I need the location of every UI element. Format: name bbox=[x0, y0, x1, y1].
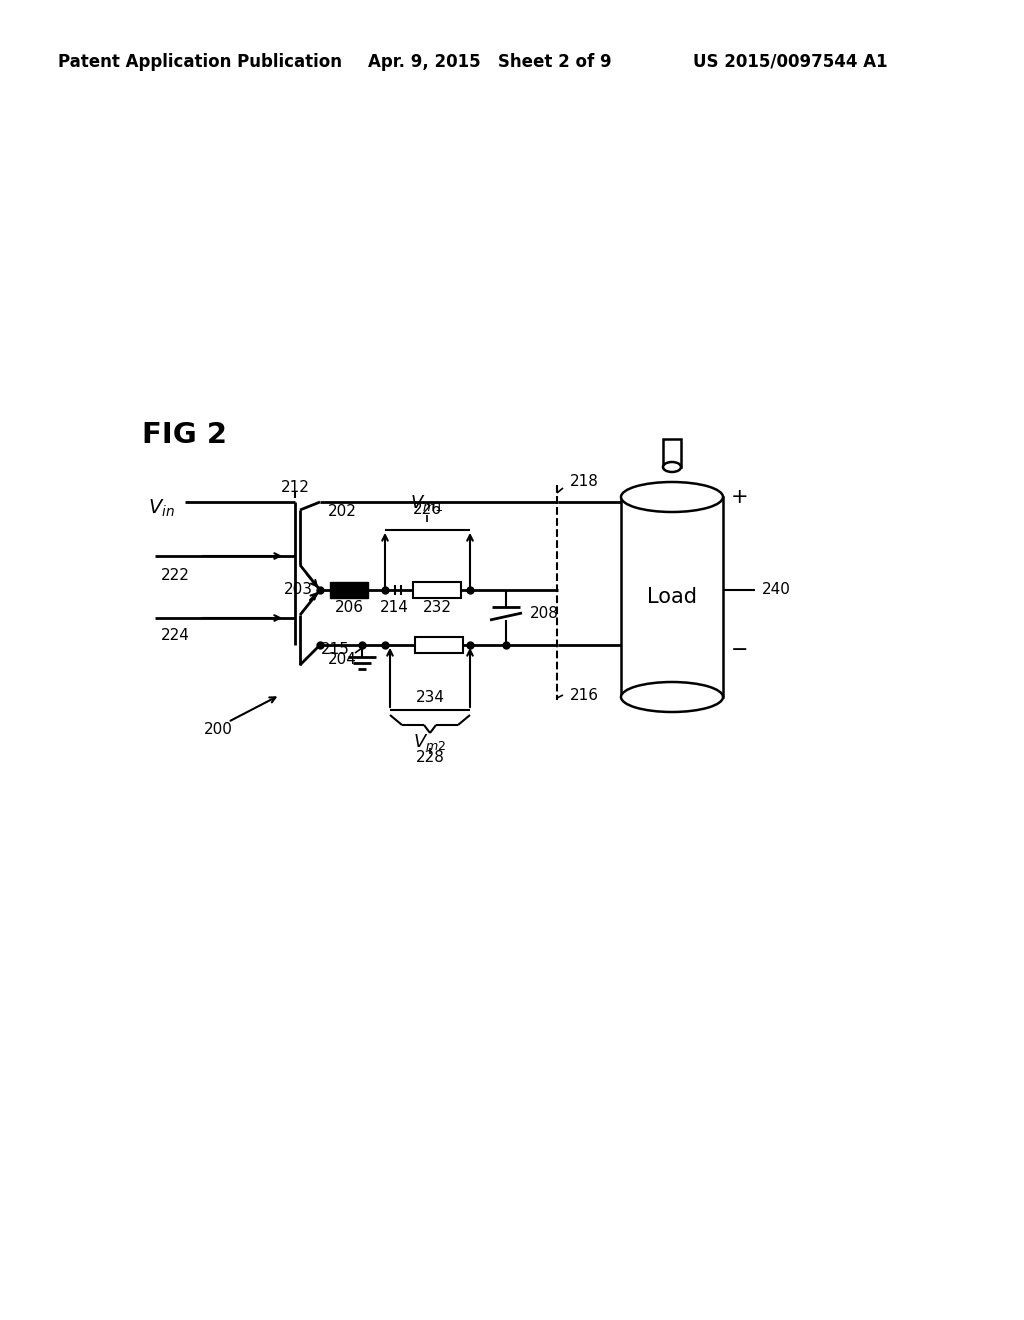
Text: 222: 222 bbox=[161, 568, 189, 582]
Text: $V_{m2}$: $V_{m2}$ bbox=[414, 733, 446, 752]
Text: +: + bbox=[731, 487, 749, 507]
Text: 204: 204 bbox=[328, 652, 357, 668]
Ellipse shape bbox=[663, 462, 681, 473]
Bar bbox=[621, 498, 723, 697]
Bar bbox=[413, 582, 461, 598]
Text: 214: 214 bbox=[380, 599, 409, 615]
Text: $V_{in}$: $V_{in}$ bbox=[148, 498, 175, 519]
Text: $V_{m1}$: $V_{m1}$ bbox=[411, 492, 443, 513]
Bar bbox=[415, 638, 463, 653]
Text: −: − bbox=[731, 640, 749, 660]
Text: 234: 234 bbox=[416, 690, 444, 705]
Text: FIG 2: FIG 2 bbox=[142, 421, 227, 449]
Text: 200: 200 bbox=[204, 722, 232, 738]
Text: 232: 232 bbox=[423, 599, 452, 615]
Text: 206: 206 bbox=[335, 599, 364, 615]
Ellipse shape bbox=[621, 682, 723, 711]
Text: 240: 240 bbox=[762, 582, 791, 598]
Text: 202: 202 bbox=[328, 504, 357, 520]
Ellipse shape bbox=[621, 482, 723, 512]
Text: 203: 203 bbox=[284, 582, 313, 598]
Text: 208: 208 bbox=[530, 606, 559, 622]
Text: Patent Application Publication: Patent Application Publication bbox=[58, 53, 342, 71]
Text: Load: Load bbox=[647, 587, 697, 607]
Bar bbox=[663, 440, 681, 467]
Text: 212: 212 bbox=[281, 479, 309, 495]
Text: US 2015/0097544 A1: US 2015/0097544 A1 bbox=[692, 53, 888, 71]
Text: Apr. 9, 2015   Sheet 2 of 9: Apr. 9, 2015 Sheet 2 of 9 bbox=[369, 53, 611, 71]
Text: 224: 224 bbox=[161, 627, 189, 643]
Bar bbox=[330, 582, 368, 598]
Text: 215: 215 bbox=[322, 643, 350, 657]
Text: 226: 226 bbox=[413, 503, 441, 517]
Text: 218: 218 bbox=[570, 474, 599, 490]
Text: 216: 216 bbox=[570, 688, 599, 702]
Text: 228: 228 bbox=[416, 751, 444, 766]
